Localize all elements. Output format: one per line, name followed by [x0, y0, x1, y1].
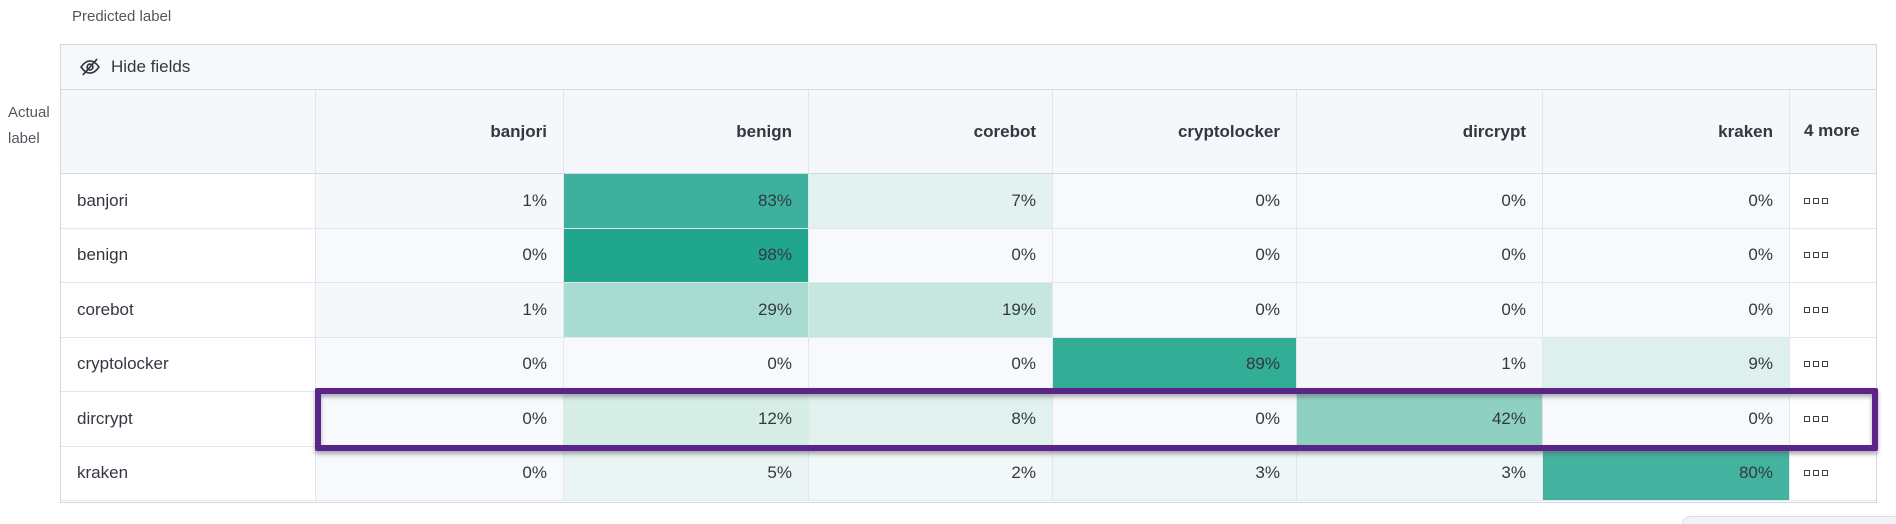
more-columns-cell [1790, 446, 1876, 501]
matrix-cell: 19% [809, 283, 1053, 338]
matrix-cell: 1% [1297, 337, 1543, 392]
column-header-more[interactable]: 4 more [1790, 90, 1876, 174]
hide-fields-label: Hide fields [111, 57, 191, 76]
horizontal-scrollbar[interactable] [1682, 516, 1896, 524]
matrix-cell: 5% [564, 446, 809, 501]
matrix-cell: 12% [564, 392, 809, 447]
hide-fields-button[interactable]: Hide fields [61, 45, 1876, 90]
boxes-horizontal-icon [1804, 306, 1828, 313]
matrix-cell: 0% [1053, 174, 1297, 229]
column-header-dircrypt[interactable]: dircrypt [1297, 90, 1543, 174]
matrix-cell: 0% [316, 392, 564, 447]
matrix-cell: 1% [316, 174, 564, 229]
matrix-cell: 9% [1543, 337, 1790, 392]
matrix-cell: 42% [1297, 392, 1543, 447]
matrix-cell: 7% [809, 174, 1053, 229]
more-columns-cell [1790, 283, 1876, 338]
matrix-cell: 83% [564, 174, 809, 229]
matrix-cell: 0% [1543, 392, 1790, 447]
confusion-matrix-grid: banjori benign corebot cryptolocker dirc… [61, 90, 1876, 501]
matrix-cell: 3% [1053, 446, 1297, 501]
matrix-cell: 98% [564, 228, 809, 283]
predicted-label-axis-title: Predicted label [72, 8, 172, 25]
eye-slash-icon [80, 58, 100, 76]
row-label-dircrypt: dircrypt [61, 392, 316, 447]
confusion-matrix-panel: Hide fields banjori benign corebot crypt… [60, 44, 1877, 503]
matrix-cell: 0% [1543, 174, 1790, 229]
matrix-cell: 0% [316, 337, 564, 392]
column-header-banjori[interactable]: banjori [316, 90, 564, 174]
more-columns-cell [1790, 174, 1876, 229]
matrix-cell: 0% [316, 446, 564, 501]
column-header-corebot[interactable]: corebot [809, 90, 1053, 174]
boxes-horizontal-icon [1804, 361, 1828, 368]
header-corner-cell [61, 90, 316, 174]
row-label-banjori: banjori [61, 174, 316, 229]
matrix-cell: 0% [1053, 283, 1297, 338]
matrix-cell: 0% [1053, 228, 1297, 283]
matrix-cell: 0% [1297, 174, 1543, 229]
boxes-horizontal-icon [1804, 470, 1828, 477]
matrix-cell: 0% [564, 337, 809, 392]
matrix-cell: 80% [1543, 446, 1790, 501]
matrix-cell: 0% [809, 228, 1053, 283]
matrix-cell: 89% [1053, 337, 1297, 392]
row-label-cryptolocker: cryptolocker [61, 337, 316, 392]
matrix-cell: 0% [1297, 228, 1543, 283]
boxes-horizontal-icon [1804, 415, 1828, 422]
more-columns-cell [1790, 392, 1876, 447]
matrix-cell: 29% [564, 283, 809, 338]
row-label-benign: benign [61, 228, 316, 283]
matrix-cell: 3% [1297, 446, 1543, 501]
more-columns-cell [1790, 337, 1876, 392]
matrix-cell: 8% [809, 392, 1053, 447]
matrix-cell: 0% [1297, 283, 1543, 338]
matrix-cell: 1% [316, 283, 564, 338]
boxes-horizontal-icon [1804, 197, 1828, 204]
matrix-cell: 0% [1543, 283, 1790, 338]
boxes-horizontal-icon [1804, 252, 1828, 259]
matrix-cell: 0% [1053, 392, 1297, 447]
matrix-cell: 2% [809, 446, 1053, 501]
row-label-corebot: corebot [61, 283, 316, 338]
row-label-kraken: kraken [61, 446, 316, 501]
matrix-cell: 0% [316, 228, 564, 283]
more-columns-cell [1790, 228, 1876, 283]
matrix-cell: 0% [809, 337, 1053, 392]
actual-label-axis-title: Actual label [8, 104, 50, 148]
matrix-cell: 0% [1543, 228, 1790, 283]
column-header-kraken[interactable]: kraken [1543, 90, 1790, 174]
column-header-benign[interactable]: benign [564, 90, 809, 174]
column-header-cryptolocker[interactable]: cryptolocker [1053, 90, 1297, 174]
